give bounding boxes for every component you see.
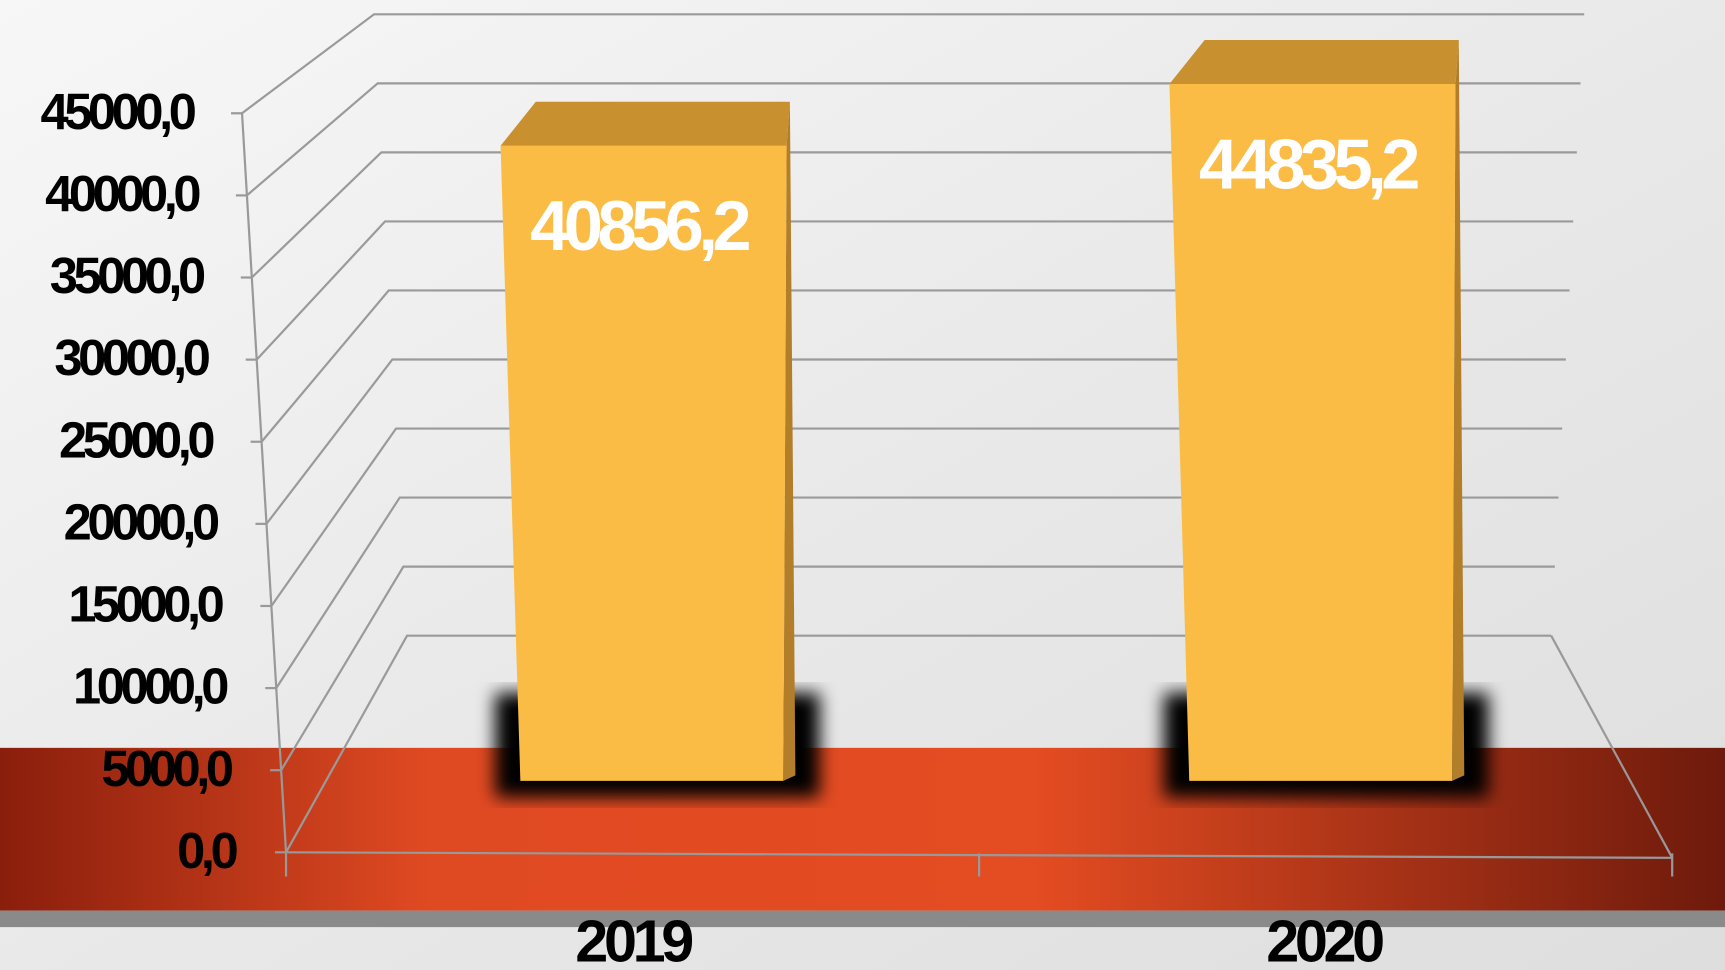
grid-line	[285, 634, 1552, 853]
strip	[0, 910, 1725, 928]
grid-line	[280, 565, 1555, 771]
y-tick-label: 5000,0	[101, 740, 233, 797]
y-axis	[240, 113, 288, 853]
y-tick-label: 40000,0	[45, 165, 200, 222]
value-label: 40856,2	[530, 186, 749, 265]
value-label: 44835,2	[1199, 124, 1418, 203]
y-tick-label: 0,0	[177, 822, 237, 879]
grid-line	[241, 13, 1585, 115]
bar-front	[500, 145, 787, 781]
x-tick-label: 2020	[1266, 907, 1383, 970]
y-tick-label: 35000,0	[50, 247, 205, 304]
bar-side	[783, 101, 796, 781]
bar-side	[1452, 39, 1465, 781]
grid-line	[265, 358, 1566, 525]
bar-top	[500, 101, 790, 146]
y-tick-label: 15000,0	[68, 576, 223, 633]
bar-top	[1169, 39, 1459, 84]
bar-front	[1169, 83, 1456, 781]
floor-side	[1550, 635, 1674, 859]
y-tick-label: 30000,0	[54, 329, 209, 386]
grid-line	[275, 496, 1559, 689]
plot: 0,0 5000,0 10000,0 15000,0 20000,0 25000,0 300…	[40, 13, 1674, 970]
y-tick-label: 20000,0	[64, 493, 219, 550]
y-tick-label: 25000,0	[59, 411, 214, 468]
x-tick-label: 2019	[575, 907, 692, 970]
y-tick-label: 10000,0	[73, 658, 228, 715]
y-tick-label: 45000,0	[40, 83, 195, 140]
grid-line	[270, 427, 1563, 607]
